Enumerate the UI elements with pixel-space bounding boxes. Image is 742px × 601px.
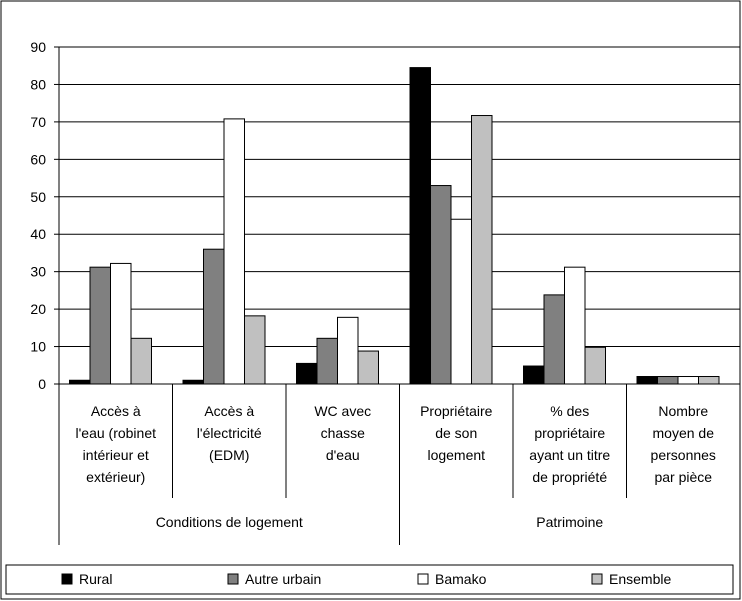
y-tick-label: 80 <box>30 76 46 92</box>
category-label: WC avec <box>314 403 371 419</box>
bar <box>316 337 338 385</box>
y-tick-label: 70 <box>30 114 46 130</box>
group-label: Patrimoine <box>536 514 603 530</box>
group-label: Conditions de logement <box>156 514 303 530</box>
bar <box>657 376 679 385</box>
bar <box>223 118 245 385</box>
category-label: Nombre <box>658 403 708 419</box>
bar <box>409 67 431 385</box>
legend-label: Ensemble <box>609 571 671 587</box>
legend-swatch <box>61 573 73 585</box>
legend-label: Bamako <box>435 571 487 587</box>
category-label: (EDM) <box>209 447 249 463</box>
bar <box>584 346 606 385</box>
bar <box>471 115 493 385</box>
y-tick-label: 10 <box>30 339 46 355</box>
bar <box>677 376 699 385</box>
bar <box>636 376 658 385</box>
legend-box <box>5 564 734 595</box>
bar <box>564 266 586 385</box>
bar <box>357 350 379 385</box>
category-label: % des <box>550 403 589 419</box>
y-tick-label: 0 <box>38 376 46 392</box>
y-tick-label: 60 <box>30 151 46 167</box>
bar <box>69 379 91 385</box>
bar <box>337 316 359 385</box>
category-label: personnes <box>651 447 716 463</box>
y-tick-label: 20 <box>30 301 46 317</box>
category-label: propriétaire <box>534 425 605 441</box>
category-label: de propriété <box>532 469 607 485</box>
bar <box>182 379 204 385</box>
y-tick-label: 40 <box>30 226 46 242</box>
category-label: intérieur et <box>83 447 149 463</box>
bar <box>89 266 111 385</box>
y-axis: 0 10 20 30 40 50 60 70 80 90 <box>30 39 60 392</box>
category-label: d'eau <box>326 447 360 463</box>
category-label: par pièce <box>654 469 712 485</box>
legend-label: Rural <box>79 571 112 587</box>
legend: Rural Autre urbain Bamako Ensemble <box>5 564 734 595</box>
category-label: logement <box>427 447 485 463</box>
bar <box>130 337 152 385</box>
category-label: Accès à <box>91 403 141 419</box>
bar <box>450 218 472 385</box>
x-axis: Accès à l'eau (robinet intérieur et extérie… <box>58 383 741 545</box>
legend-swatch <box>227 573 239 585</box>
category-label: Propriétaire <box>420 403 493 419</box>
bar <box>430 185 452 385</box>
bars <box>69 67 720 385</box>
bar <box>523 365 545 385</box>
category-label: moyen de <box>653 425 715 441</box>
bar <box>296 362 318 385</box>
bar <box>244 315 266 385</box>
y-tick-label: 30 <box>30 264 46 280</box>
category-label: de son <box>435 425 477 441</box>
bar <box>543 294 565 385</box>
category-label: chasse <box>321 425 366 441</box>
bar <box>698 376 720 385</box>
category-label: l'électricité <box>197 425 262 441</box>
bar <box>110 262 132 385</box>
legend-swatch <box>591 573 603 585</box>
legend-swatch <box>417 573 429 585</box>
category-label: ayant un titre <box>529 447 610 463</box>
bar <box>203 248 225 385</box>
category-label: l'eau (robinet <box>76 425 157 441</box>
category-label: extérieur) <box>86 469 145 485</box>
legend-label: Autre urbain <box>245 571 321 587</box>
y-tick-label: 50 <box>30 189 46 205</box>
category-label: Accès à <box>204 403 254 419</box>
y-tick-label: 90 <box>30 39 46 55</box>
